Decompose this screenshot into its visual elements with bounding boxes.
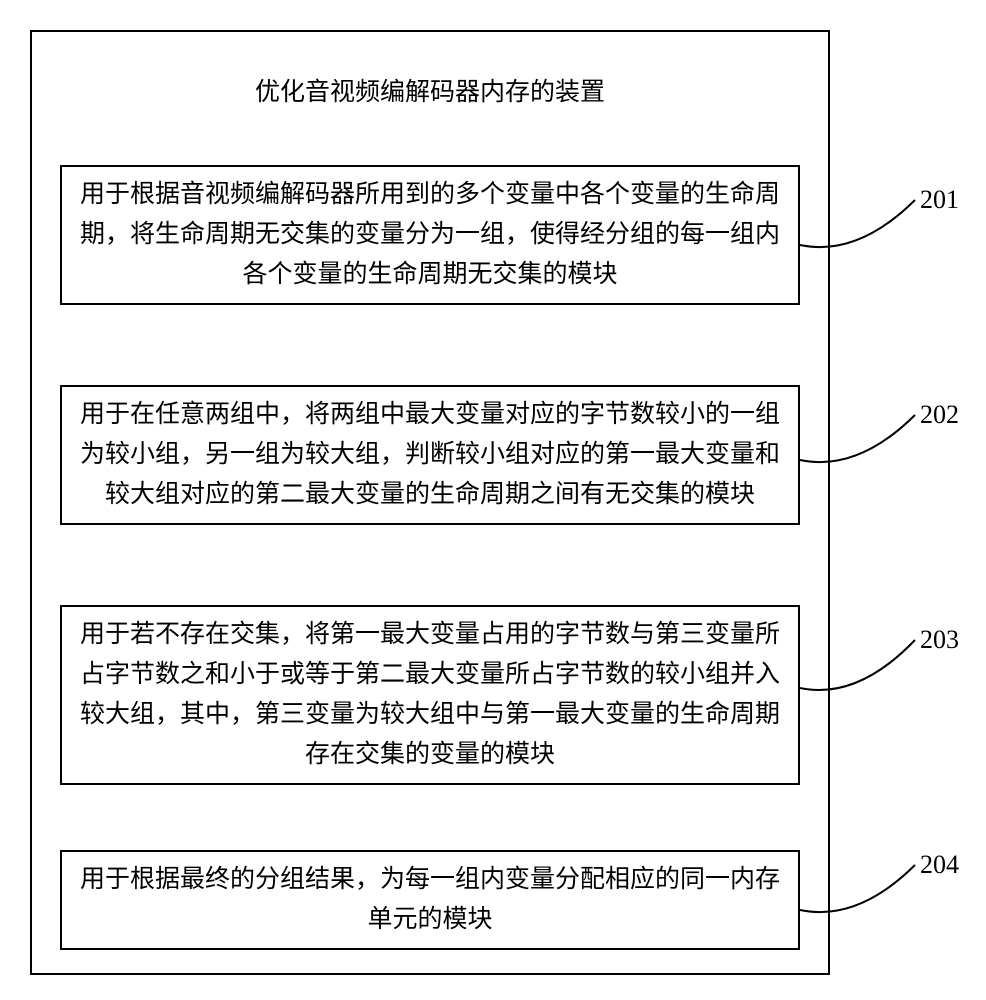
diagram-title: 优化音视频编解码器内存的装置 bbox=[30, 72, 830, 108]
connector-4 bbox=[795, 860, 920, 915]
module-text-3: 用于若不存在交集，将第一最大变量占用的字节数与第三变量所占字节数之和小于或等于第… bbox=[80, 615, 780, 775]
module-text-1: 用于根据音视频编解码器所用到的多个变量中各个变量的生命周期，将生命周期无交集的变… bbox=[80, 175, 780, 295]
module-box-3: 用于若不存在交集，将第一最大变量占用的字节数与第三变量所占字节数之和小于或等于第… bbox=[60, 605, 800, 785]
label-202: 202 bbox=[920, 400, 959, 430]
title-text: 优化音视频编解码器内存的装置 bbox=[255, 79, 605, 106]
connector-3 bbox=[795, 635, 920, 693]
label-204: 204 bbox=[920, 850, 959, 880]
module-text-4: 用于根据最终的分组结果，为每一组内变量分配相应的同一内存单元的模块 bbox=[80, 860, 780, 940]
label-203: 203 bbox=[920, 625, 959, 655]
module-box-1: 用于根据音视频编解码器所用到的多个变量中各个变量的生命周期，将生命周期无交集的变… bbox=[60, 165, 800, 305]
module-box-2: 用于在任意两组中，将两组中最大变量对应的字节数较小的一组为较小组，另一组为较大组… bbox=[60, 385, 800, 525]
module-text-2: 用于在任意两组中，将两组中最大变量对应的字节数较小的一组为较小组，另一组为较大组… bbox=[80, 395, 780, 515]
connector-1 bbox=[795, 195, 920, 250]
module-box-4: 用于根据最终的分组结果，为每一组内变量分配相应的同一内存单元的模块 bbox=[60, 850, 800, 950]
label-201: 201 bbox=[920, 185, 959, 215]
connector-2 bbox=[795, 410, 920, 465]
